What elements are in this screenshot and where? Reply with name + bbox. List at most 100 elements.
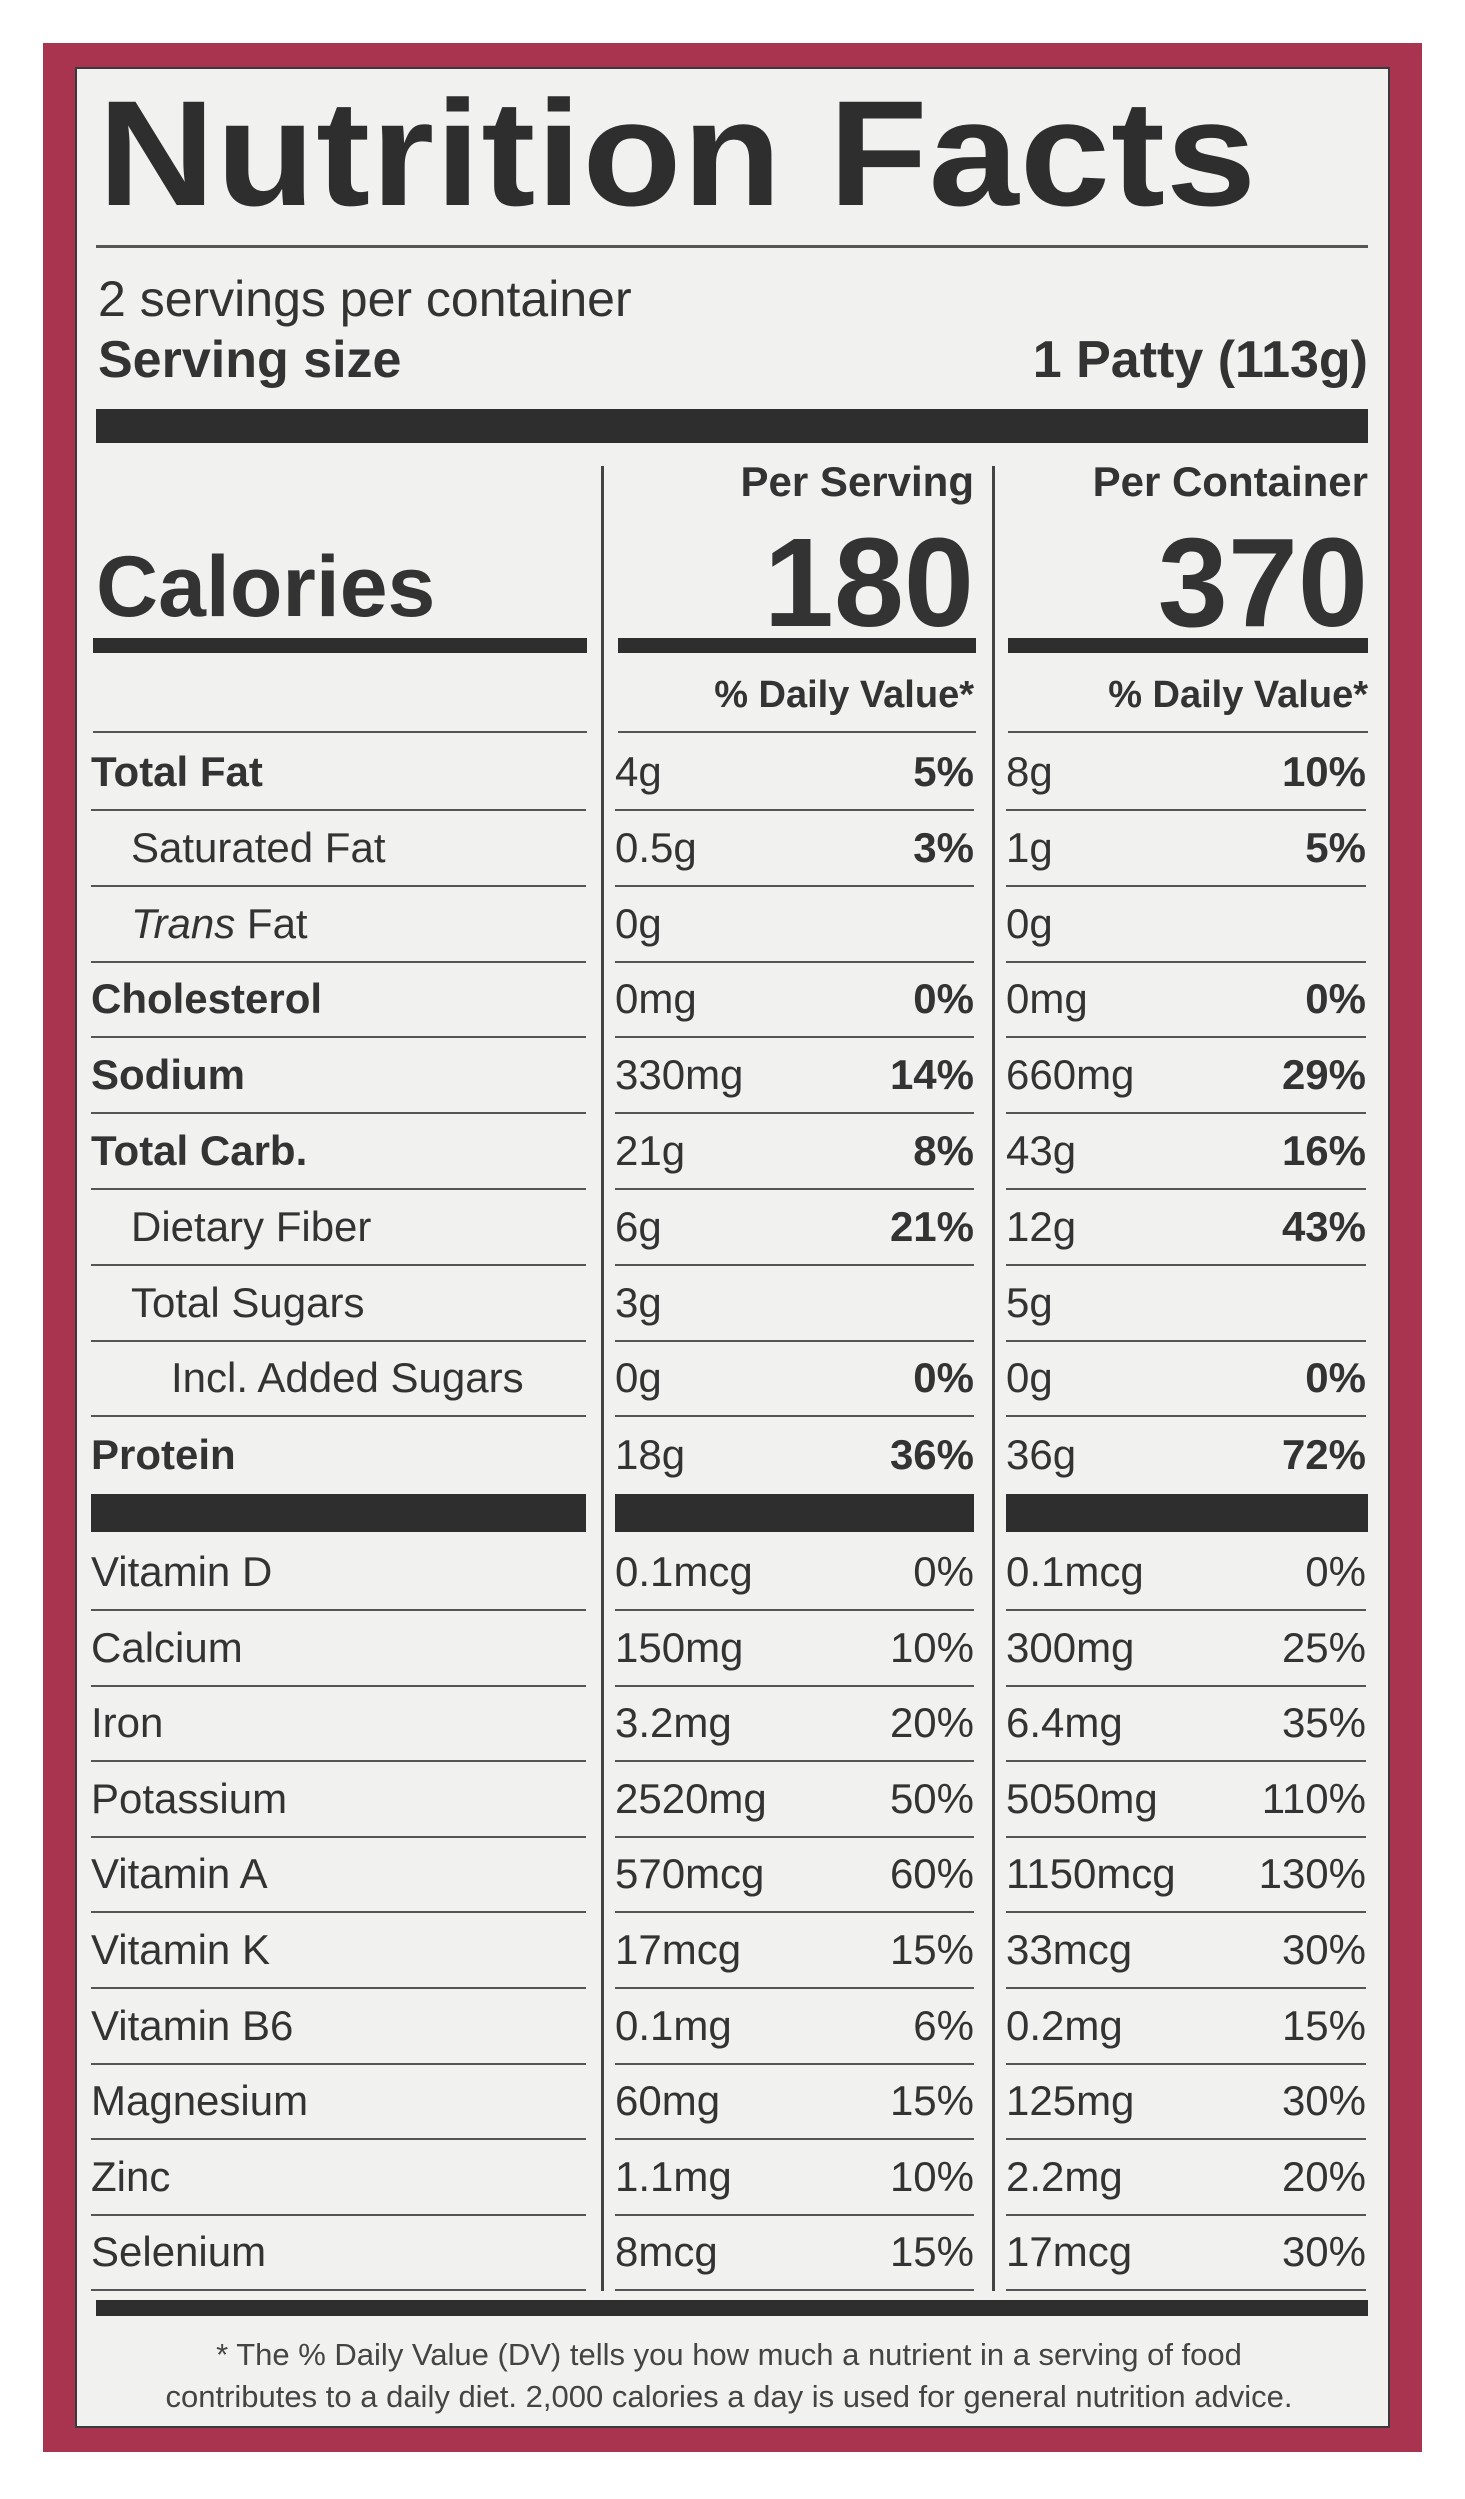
footnote-line-2: contributes to a daily diet. 2,000 calor… <box>165 2379 1293 2414</box>
daily-value: 130% <box>1258 1850 1366 1898</box>
amount: 8g <box>1006 748 1053 795</box>
amount: 0.1mcg <box>615 1548 753 1595</box>
vitamin-row: Magnesium 60mg 15% 125mg 30% <box>0 2064 1465 2141</box>
per-container-cell: 0g 0% <box>1006 1341 1366 1418</box>
amount: 36g <box>1006 1431 1077 1479</box>
daily-value: 0% <box>1305 1548 1366 1595</box>
daily-value: 60% <box>889 1850 974 1898</box>
nutrient-name: Potassium <box>91 1774 288 1822</box>
nutrient-name: Selenium <box>91 2228 267 2276</box>
nutrient-name: Vitamin A <box>91 1850 268 1898</box>
amount: 0g <box>1006 1354 1053 1402</box>
per-container-header: Per Container <box>1092 458 1368 505</box>
nutrient-row: Protein 18g 36% 36g 72% <box>0 1417 1465 1493</box>
vitamin-row: Calcium 150mg 10% 300mg 25% <box>0 1611 1465 1687</box>
bottom-divider <box>96 2300 1368 2316</box>
per-container-cell: 5g <box>1006 1266 1366 1342</box>
per-serving-cell: 18g 36% <box>615 1417 974 1493</box>
amount: 3.2mg <box>615 1699 732 1747</box>
amount: 6g <box>615 1202 662 1250</box>
nutrient-row: Trans Fat 0g 0g <box>0 887 1465 963</box>
per-container-cell: 5050mg 110% <box>1006 1762 1366 1838</box>
per-serving-cell: 6g 21% <box>615 1190 974 1266</box>
amount: 5g <box>1006 1278 1053 1326</box>
daily-value: 10% <box>889 1623 974 1671</box>
per-container-cell: 2.2mg 20% <box>1006 2140 1366 2216</box>
nutrient-name: Protein <box>91 1431 236 1479</box>
amount: 2.2mg <box>1006 2152 1123 2200</box>
calories-label: Calories <box>96 539 436 635</box>
amount: 3g <box>615 1278 662 1326</box>
nutrition-panel <box>75 67 1390 2428</box>
per-serving-cell: 60mg 15% <box>615 2064 974 2141</box>
per-serving-cell: 0mg 0% <box>615 962 974 1039</box>
amount: 0g <box>615 1354 662 1402</box>
nutrient-name-cell: Total Fat <box>91 735 586 811</box>
amount: 330mg <box>615 1051 744 1099</box>
daily-value: 15% <box>889 2228 974 2276</box>
thick-divider <box>96 409 1368 443</box>
nutrient-name-cell: Trans Fat <box>91 887 586 963</box>
nutrient-name: Sodium <box>91 1051 245 1099</box>
nutrient-name-cell: Protein <box>91 1417 586 1493</box>
servings-per-container: 2 servings per container <box>98 271 632 327</box>
nutrient-name-italic: Trans <box>131 899 236 947</box>
per-container-cell: 33mcg 30% <box>1006 1913 1366 1989</box>
per-container-cell: 43g 16% <box>1006 1114 1366 1190</box>
nutrient-name-cell: Saturated Fat <box>91 811 586 887</box>
nutrient-name-cell: Iron <box>91 1686 586 1763</box>
daily-value: 29% <box>1281 1051 1366 1099</box>
thick-divider <box>1006 1494 1368 1532</box>
per-container-cell: 125mg 30% <box>1006 2064 1366 2141</box>
nutrient-name: Iron <box>91 1699 164 1747</box>
per-serving-cell: 4g 5% <box>615 735 974 811</box>
daily-value: 30% <box>1281 2077 1366 2125</box>
amount: 4g <box>615 748 662 795</box>
nutrient-name: Vitamin B6 <box>91 2001 294 2049</box>
nutrient-name-cell: Vitamin K <box>91 1913 586 1989</box>
vitamin-row: Vitamin B6 0.1mg 6% 0.2mg 15% <box>0 1989 1465 2065</box>
nutrient-name: Fat <box>235 899 308 947</box>
amount: 0mg <box>615 975 697 1023</box>
divider <box>1008 731 1368 733</box>
divider <box>93 731 587 733</box>
daily-value: 20% <box>1281 2152 1366 2200</box>
amount: 43g <box>1006 1127 1077 1174</box>
column-divider <box>992 466 995 2291</box>
serving-size-value: 1 Patty (113g) <box>1032 331 1368 389</box>
daily-value: 35% <box>1281 1699 1366 1747</box>
per-container-cell: 1150mcg 130% <box>1006 1837 1366 1914</box>
thick-divider <box>91 1494 586 1532</box>
daily-value: 110% <box>1261 1774 1366 1822</box>
calories-divider <box>93 638 587 653</box>
daily-value: 50% <box>889 1774 974 1822</box>
daily-value: 5% <box>913 748 974 795</box>
amount: 8mcg <box>615 2228 718 2276</box>
nutrient-name: Incl. Added Sugars <box>171 1354 524 1402</box>
daily-value: 21% <box>889 1202 974 1250</box>
nutrient-name-cell: Vitamin B6 <box>91 1989 586 2065</box>
daily-value: 5% <box>1305 823 1366 871</box>
nutrient-name-cell: Dietary Fiber <box>91 1190 586 1266</box>
nutrient-name: Saturated Fat <box>131 823 386 871</box>
vitamin-row: Potassium 2520mg 50% 5050mg 110% <box>0 1762 1465 1838</box>
daily-value: 0% <box>1305 1354 1366 1402</box>
per-container-cell: 8g 10% <box>1006 735 1366 811</box>
amount: 0g <box>615 899 662 947</box>
amount: 1.1mg <box>615 2152 732 2200</box>
amount: 660mg <box>1006 1051 1135 1099</box>
per-container-cell: 6.4mg 35% <box>1006 1686 1366 1763</box>
per-serving-cell: 570mcg 60% <box>615 1837 974 1914</box>
daily-value: 15% <box>889 2077 974 2125</box>
per-serving-cell: 0.1mcg 0% <box>615 1535 974 1611</box>
per-container-cell: 1g 5% <box>1006 811 1366 887</box>
daily-value: 30% <box>1281 1926 1366 1973</box>
nutrient-name: Magnesium <box>91 2077 309 2125</box>
daily-value: 3% <box>913 823 974 871</box>
amount: 60mg <box>615 2077 721 2125</box>
amount: 0g <box>1006 899 1053 947</box>
nutrient-name: Cholesterol <box>91 975 323 1023</box>
nutrient-row: Cholesterol 0mg 0% 0mg 0% <box>0 962 1465 1039</box>
daily-value: 16% <box>1281 1127 1366 1174</box>
amount: 2520mg <box>615 1774 767 1822</box>
